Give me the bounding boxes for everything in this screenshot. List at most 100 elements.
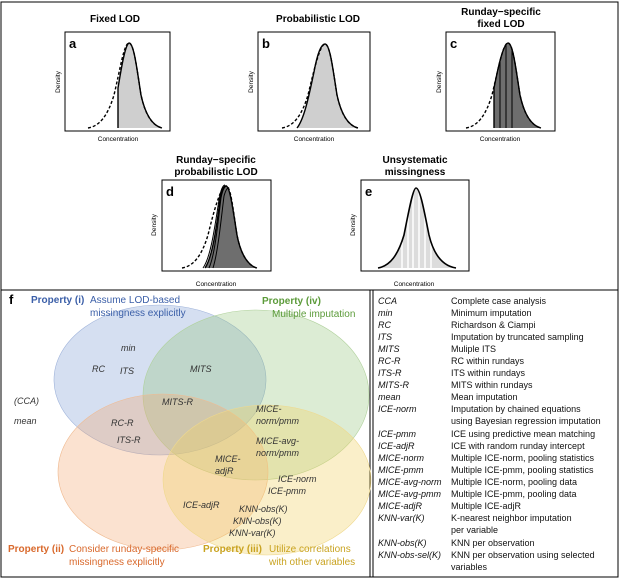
method-label: norm/pmm xyxy=(256,448,300,458)
panel-title-line-1: Runday−specific xyxy=(176,155,256,166)
y-axis-label: Density xyxy=(248,70,255,92)
legend-abbr: min xyxy=(378,308,393,318)
legend-abbr: MICE-avg-norm xyxy=(378,477,442,487)
legend-desc: Muliple ITS xyxy=(451,344,496,354)
method-label: ITS-R xyxy=(117,435,141,445)
panel-title-line-1: Unsystematic xyxy=(382,155,447,166)
legend-desc: KNN per observation xyxy=(451,538,535,548)
y-axis-label: Density xyxy=(436,70,443,92)
method-label: ICE-norm xyxy=(278,474,317,484)
legend-abbr: MICE-pmm xyxy=(378,465,424,475)
observed-density-curve xyxy=(493,42,542,129)
method-label: MICE- xyxy=(215,454,241,464)
legend-desc: Imputation by chained equations xyxy=(451,404,581,414)
property-i-desc-line-1: Assume LOD-based xyxy=(90,295,180,306)
method-label: MICE-avg- xyxy=(256,436,299,446)
method-label: (CCA) xyxy=(14,396,39,406)
method-label: MITS xyxy=(190,364,212,374)
legend-abbr: ITS xyxy=(378,332,392,342)
method-label: MITS-R xyxy=(162,397,193,407)
legend-desc: Multiple ICE-norm, pooling statistics xyxy=(451,453,595,463)
observed-density-curve xyxy=(296,43,359,129)
observed-fill xyxy=(378,188,456,268)
legend-desc: RC within rundays xyxy=(451,356,525,366)
method-label: min xyxy=(121,343,136,353)
legend-abbr: MICE-avg-pmm xyxy=(378,489,442,499)
method-label: adjR xyxy=(215,466,234,476)
method-label: MICE- xyxy=(256,404,282,414)
legend-desc: using Bayesian regression imputation xyxy=(451,416,601,426)
legend-desc: MITS within rundays xyxy=(451,380,533,390)
legend-desc: ICE using predictive mean matching xyxy=(451,429,595,439)
observed-density-curve xyxy=(204,185,258,269)
observed-density-curve xyxy=(117,42,163,129)
x-axis-label: Concentration xyxy=(98,136,139,143)
property-iv-circle xyxy=(142,309,370,481)
panel-letter: a xyxy=(69,36,77,51)
method-label: norm/pmm xyxy=(256,416,300,426)
y-axis-label: Density xyxy=(350,213,357,235)
legend-desc: per variable xyxy=(451,525,498,535)
legend-desc: Minimum imputation xyxy=(451,308,532,318)
observed-fill xyxy=(297,44,358,128)
property-ii-desc-line-1: Consider runday-specific xyxy=(69,544,179,555)
runday-curve xyxy=(202,184,226,269)
method-label: KNN-obs(K) xyxy=(239,504,288,514)
venn-diagram: f Property (i) Assume LOD-based missingn… xyxy=(8,292,372,568)
x-axis-label: Concentration xyxy=(480,136,521,143)
bottom-frame xyxy=(0,289,619,578)
property-iv-desc: Multiple imputation xyxy=(272,309,355,320)
legend-desc: ICE with random runday intercept xyxy=(451,441,585,451)
panel-title: Fixed LOD xyxy=(90,14,140,25)
method-label: KNN-obs(K) xyxy=(233,516,282,526)
method-label: ICE-pmm xyxy=(268,486,307,496)
observed-fill xyxy=(205,186,257,268)
panel-letter: b xyxy=(262,36,270,51)
legend-desc: Multiple ICE-norm, pooling data xyxy=(451,477,577,487)
legend-abbr: KNN-var(K) xyxy=(378,513,425,523)
legend-abbr: CCA xyxy=(378,296,397,306)
legend-abbr: MITS-R xyxy=(378,380,409,390)
method-label: mean xyxy=(14,416,37,426)
legend-abbr: ITS-R xyxy=(378,368,402,378)
panel-letter: d xyxy=(166,184,174,199)
property-iii-desc-line-2: with other variables xyxy=(268,557,355,568)
legend-abbr: RC-R xyxy=(378,356,401,366)
method-label: KNN-var(K) xyxy=(229,528,276,538)
legend-abbr: KNN-obs(K) xyxy=(378,538,427,548)
legend-abbr: MICE-adjR xyxy=(378,501,423,511)
legend-desc: Mean imputation xyxy=(451,392,518,402)
method-label: RC xyxy=(92,364,105,374)
legend-abbr: ICE-pmm xyxy=(378,429,417,439)
legend-abbr: RC xyxy=(378,320,391,330)
x-axis-label: Concentration xyxy=(294,136,335,143)
legend-desc: Multiple ICE-pmm, pooling statistics xyxy=(451,465,594,475)
legend-desc: Complete case analysis xyxy=(451,296,547,306)
legend-abbr: mean xyxy=(378,392,401,402)
property-iv-label: Property (iv) xyxy=(262,296,321,307)
method-label: ITS xyxy=(120,366,134,376)
legend-desc: Richardson & Ciampi xyxy=(451,320,536,330)
x-axis-label: Concentration xyxy=(394,281,435,288)
property-iii-circle xyxy=(162,404,372,556)
property-i-desc-line-2: missingness explicitly xyxy=(90,308,186,319)
full-density-curve xyxy=(377,187,457,269)
panel-title-line-2: probabilistic LOD xyxy=(174,167,257,178)
density-panel-a: Fixed LOD a Density Concentration xyxy=(55,14,171,143)
density-panel-d: Runday−specific probabilistic LOD d Dens… xyxy=(151,155,272,288)
panel-title-line-2: missingness xyxy=(385,167,446,178)
legend-desc: K-nearest neighbor imputation xyxy=(451,513,572,523)
property-i-circle xyxy=(53,304,267,456)
legend-abbr: ICE-norm xyxy=(378,404,417,414)
y-axis-label: Density xyxy=(151,213,158,235)
x-axis-label: Concentration xyxy=(196,281,237,288)
property-i-label: Property (i) xyxy=(31,295,84,306)
observed-fill xyxy=(118,43,162,128)
property-iii-desc-line-1: Utilize correlations xyxy=(269,544,351,555)
legend-desc: Multiple ICE-adjR xyxy=(451,501,522,511)
panel-letter: c xyxy=(450,36,457,51)
legend-abbr: MITS xyxy=(378,344,400,354)
panel-title-line-2: fixed LOD xyxy=(477,19,524,30)
panel-title: Probabilistic LOD xyxy=(276,14,360,25)
